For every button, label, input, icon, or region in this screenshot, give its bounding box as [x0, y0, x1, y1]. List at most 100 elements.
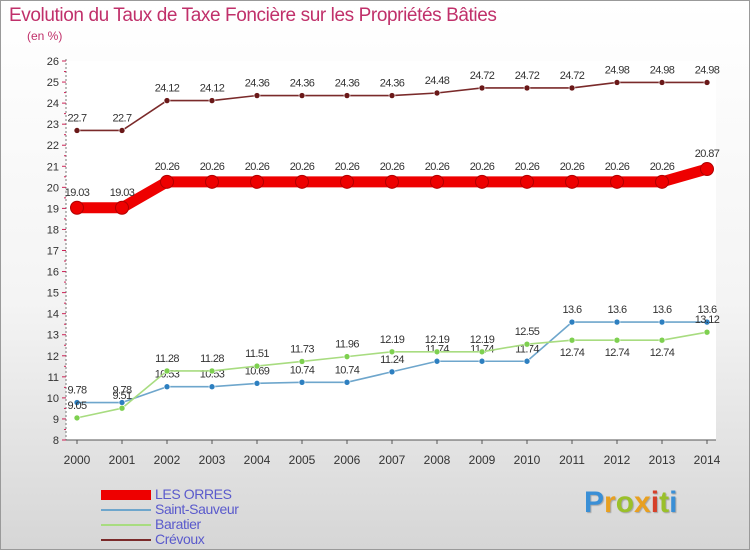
series-point-baratier-2001 — [118, 404, 126, 412]
proxiti-logo: Proxiti — [584, 486, 677, 520]
data-label-crevoux-2005: 24.36 — [290, 78, 315, 90]
legend-label-baratier: Baratier — [155, 516, 201, 532]
y-tick-label-21: 21 — [47, 161, 59, 173]
y-tick-label-15: 15 — [47, 288, 59, 300]
x-tick-label-2014: 2014 — [694, 453, 721, 467]
data-label-baratier-2004: 11.51 — [245, 348, 269, 360]
logo-letter: x — [634, 486, 651, 519]
data-label-crevoux-2009: 24.72 — [470, 70, 495, 82]
y-tick-label-10: 10 — [47, 393, 59, 405]
series-point-saint-sauveur-2009 — [478, 357, 486, 365]
data-label-les-orres-2000: 19.03 — [65, 187, 90, 199]
x-tick-label-2010: 2010 — [514, 453, 541, 467]
data-label-saint-sauveur-2005: 10.74 — [290, 364, 315, 376]
data-label-les-orres-2005: 20.26 — [290, 161, 315, 173]
series-point-crevoux-2002 — [163, 97, 171, 104]
series-point-saint-sauveur-2014 — [703, 318, 711, 326]
legend-swatch-baratier — [101, 524, 151, 526]
data-label-les-orres-2003: 20.26 — [200, 161, 225, 173]
series-point-les-orres-2006 — [340, 174, 354, 189]
series-point-baratier-2006 — [343, 353, 351, 360]
data-label-saint-sauveur-2011: 13.6 — [562, 304, 581, 316]
series-point-saint-sauveur-2005 — [298, 379, 306, 386]
logo-letter: t — [659, 486, 670, 519]
series-point-crevoux-2005 — [298, 92, 306, 99]
series-point-les-orres-2002 — [160, 174, 174, 189]
legend-item-saint-sauveur[interactable]: Saint-Sauveur — [101, 501, 351, 517]
series-point-baratier-2011 — [568, 336, 576, 344]
y-tick-label-9: 9 — [53, 414, 59, 426]
series-point-baratier-2000 — [73, 414, 81, 422]
series-point-crevoux-2000 — [73, 127, 81, 134]
series-point-saint-sauveur-2012 — [613, 318, 621, 326]
data-label-les-orres-2013: 20.26 — [650, 161, 675, 173]
series-point-baratier-2008 — [433, 348, 441, 356]
y-tick-label-8: 8 — [53, 435, 59, 447]
series-point-les-orres-2003 — [205, 174, 219, 189]
series-point-saint-sauveur-2002 — [163, 383, 171, 391]
data-label-les-orres-2001: 19.03 — [110, 187, 135, 199]
data-label-baratier-2001: 9.51 — [112, 390, 131, 402]
data-label-crevoux-2001: 22.7 — [112, 112, 131, 124]
series-point-saint-sauveur-2010 — [523, 357, 531, 365]
logo-letter: P — [584, 486, 605, 519]
data-label-les-orres-2011: 20.26 — [560, 161, 585, 173]
y-tick-label-11: 11 — [48, 372, 59, 384]
logo-letter: r — [604, 486, 616, 519]
series-point-les-orres-2005 — [295, 174, 309, 189]
data-label-crevoux-2002: 24.12 — [155, 83, 180, 95]
y-tick-label-14: 14 — [47, 309, 59, 321]
y-tick-label-13: 13 — [47, 330, 59, 342]
legend-label-saint-sauveur: Saint-Sauveur — [155, 501, 239, 517]
y-tick-label-18: 18 — [47, 224, 59, 236]
series-point-crevoux-2009 — [478, 84, 486, 92]
data-label-baratier-2011: 12.74 — [560, 347, 585, 359]
y-tick-label-23: 23 — [47, 119, 59, 131]
series-point-les-orres-2004 — [250, 174, 264, 189]
x-tick-label-2005: 2005 — [289, 453, 316, 467]
series-point-crevoux-2014 — [703, 79, 711, 86]
chart-legend: LES ORRES Saint-Sauveur Baratier Crévoux — [101, 486, 351, 547]
series-point-crevoux-2013 — [658, 79, 666, 86]
series-point-crevoux-2012 — [613, 79, 621, 86]
series-point-crevoux-2007 — [388, 92, 396, 99]
x-tick-label-2007: 2007 — [379, 453, 406, 467]
series-point-baratier-2014 — [703, 328, 711, 336]
data-label-baratier-2006: 11.96 — [335, 339, 359, 351]
data-label-saint-sauveur-2006: 10.74 — [335, 364, 360, 376]
data-label-saint-sauveur-2013: 13.6 — [652, 304, 671, 316]
legend-label-crevoux: Crévoux — [155, 531, 205, 547]
series-point-crevoux-2006 — [343, 92, 351, 99]
series-point-saint-sauveur-2011 — [568, 318, 576, 326]
legend-item-baratier[interactable]: Baratier — [101, 516, 351, 532]
series-point-les-orres-2009 — [475, 174, 489, 189]
x-tick-label-2011: 2011 — [559, 453, 585, 467]
series-point-les-orres-2007 — [385, 174, 399, 189]
series-point-baratier-2003 — [208, 367, 216, 375]
data-label-crevoux-2000: 22.7 — [67, 112, 86, 124]
series-point-saint-sauveur-2003 — [208, 383, 216, 391]
legend-item-crevoux[interactable]: Crévoux — [101, 531, 351, 547]
series-point-baratier-2007 — [388, 348, 396, 356]
series-point-crevoux-2003 — [208, 97, 216, 104]
data-label-crevoux-2010: 24.72 — [515, 70, 540, 82]
data-label-crevoux-2003: 24.12 — [200, 83, 225, 95]
data-label-les-orres-2002: 20.26 — [155, 161, 180, 173]
data-label-saint-sauveur-2010: 11.74 — [515, 343, 539, 355]
series-point-saint-sauveur-2013 — [658, 318, 666, 326]
plot-area — [66, 61, 716, 440]
x-tick-label-2001: 2001 — [109, 453, 136, 467]
series-point-les-orres-2001 — [115, 200, 129, 215]
data-label-crevoux-2012: 24.98 — [605, 64, 630, 76]
x-tick-label-2013: 2013 — [649, 453, 676, 467]
series-point-baratier-2012 — [613, 336, 621, 344]
legend-item-les-orres[interactable]: LES ORRES — [101, 486, 351, 502]
y-tick-label-19: 19 — [47, 203, 59, 215]
series-point-crevoux-2010 — [523, 84, 531, 92]
legend-swatch-crevoux — [101, 539, 151, 541]
series-point-saint-sauveur-2007 — [388, 368, 396, 376]
data-label-saint-sauveur-2000: 9.78 — [67, 385, 86, 397]
x-tick-label-2002: 2002 — [154, 453, 181, 467]
data-label-saint-sauveur-2004: 10.69 — [245, 365, 270, 377]
